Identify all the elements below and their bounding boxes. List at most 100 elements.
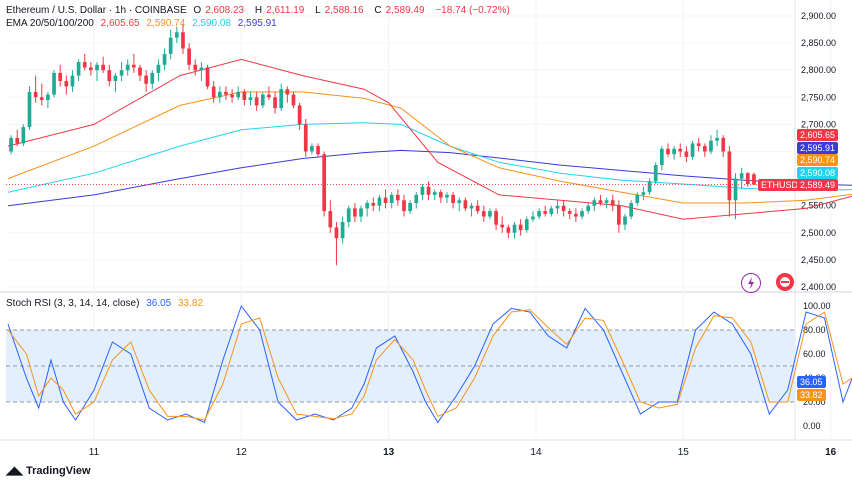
candle-body (9, 137, 13, 152)
price-tick-label: 2,700.00 (801, 119, 836, 129)
candle-body (254, 97, 259, 106)
candle-body (500, 224, 505, 228)
candle-body (303, 124, 308, 152)
x-tick-label: 13 (383, 447, 395, 458)
price-tick-label: 2,500.00 (801, 228, 836, 238)
candle-body (426, 186, 431, 195)
price-tick-label: 2,750.00 (801, 92, 836, 102)
candle-body (383, 197, 388, 203)
candle-body (715, 137, 719, 141)
candle-body (328, 211, 333, 228)
candle-body (389, 194, 394, 203)
candle-body (297, 105, 302, 125)
tradingview-logo[interactable]: ◢◣ TradingView (6, 465, 91, 477)
candle-body (205, 67, 210, 87)
candle-body (506, 227, 511, 233)
ema-header: EMA 20/50/100/200 2,605.65 2,590.74 2,59… (6, 18, 281, 29)
candle-body (659, 148, 664, 166)
candle-body (33, 91, 38, 98)
rsi-tick-label: 100.00 (803, 301, 831, 311)
candle-body (95, 64, 99, 71)
rsi-tick-label: 80.00 (803, 325, 826, 335)
candle-body (653, 165, 658, 182)
candle-body (451, 194, 455, 203)
candle-body (666, 148, 670, 155)
candle-body (709, 140, 713, 152)
candle-body (727, 151, 732, 201)
x-tick-label: 12 (236, 447, 248, 458)
price-tick-label: 2,850.00 (801, 38, 836, 48)
candle-body (629, 202, 633, 217)
candle-body (524, 219, 529, 231)
candle-body (672, 148, 676, 155)
candle-body (702, 146, 707, 152)
candle-body (52, 72, 56, 95)
candle-body (555, 205, 560, 209)
candle-body (745, 173, 750, 185)
x-tick-label: 11 (89, 447, 100, 458)
candle-body (696, 143, 701, 147)
candle-body (371, 202, 376, 206)
candle-body (193, 64, 198, 71)
x-tick-label: 15 (678, 447, 690, 458)
candle-body (402, 200, 406, 212)
ema20-line (7, 58, 852, 220)
ema200-value: 2,595.91 (237, 18, 277, 29)
candle-body (684, 151, 689, 157)
candle-body (156, 64, 161, 73)
price-tick-label: 2,900.00 (801, 11, 836, 21)
candle-body (481, 211, 486, 217)
candle-body (641, 192, 646, 195)
candle-body (242, 91, 247, 101)
candle-body (617, 205, 621, 225)
candle-body (27, 91, 32, 128)
candle-body (469, 205, 474, 209)
candle-body (537, 211, 541, 217)
candle-body (463, 200, 468, 209)
flag-icon[interactable] (776, 273, 794, 291)
candle-body (89, 67, 93, 71)
candle-body (181, 32, 185, 49)
candle-body (58, 72, 63, 82)
candle-body (586, 205, 591, 212)
rsi-header: Stoch RSI (3, 3, 14, 14, close) 36.05 33… (6, 298, 207, 309)
candle-body (475, 205, 480, 212)
price-tick-label: 2,400.00 (801, 282, 836, 292)
price-tick-label: 2,550.00 (801, 201, 836, 211)
candle-body (322, 154, 327, 212)
candle-body (531, 216, 535, 220)
x-tick-label: 14 (530, 447, 542, 458)
ema-label: EMA 20/50/100/200 (6, 18, 94, 29)
candle-body (132, 64, 136, 68)
ema100-line (7, 122, 852, 193)
candle-body (377, 197, 382, 206)
candle-body (279, 89, 284, 109)
ema50-value: 2,590.74 (146, 18, 186, 29)
candle-body (230, 94, 234, 98)
candle-body (224, 91, 228, 95)
candle-body (107, 70, 112, 82)
candle-body (610, 200, 615, 206)
candle-body (162, 53, 167, 65)
candle-body (236, 91, 241, 98)
candle-body (396, 194, 400, 201)
lightning-icon[interactable] (741, 273, 761, 293)
candle-body (488, 211, 492, 217)
candle-body (592, 200, 597, 206)
candle-body (82, 62, 87, 68)
candle-body (647, 181, 652, 193)
candle-body (39, 97, 44, 101)
candle-body (408, 202, 412, 212)
candle-body (310, 146, 314, 152)
candle-body (365, 202, 369, 209)
candle-body (64, 81, 69, 87)
rsi-k-value: 36.05 (146, 298, 172, 309)
candle-body (494, 211, 498, 225)
candle-body (721, 137, 726, 152)
candle-body (752, 174, 756, 185)
candle-body (623, 216, 627, 225)
candle-body (267, 94, 271, 98)
price-tick-label: 2,450.00 (801, 255, 836, 265)
candle-body (580, 211, 584, 217)
